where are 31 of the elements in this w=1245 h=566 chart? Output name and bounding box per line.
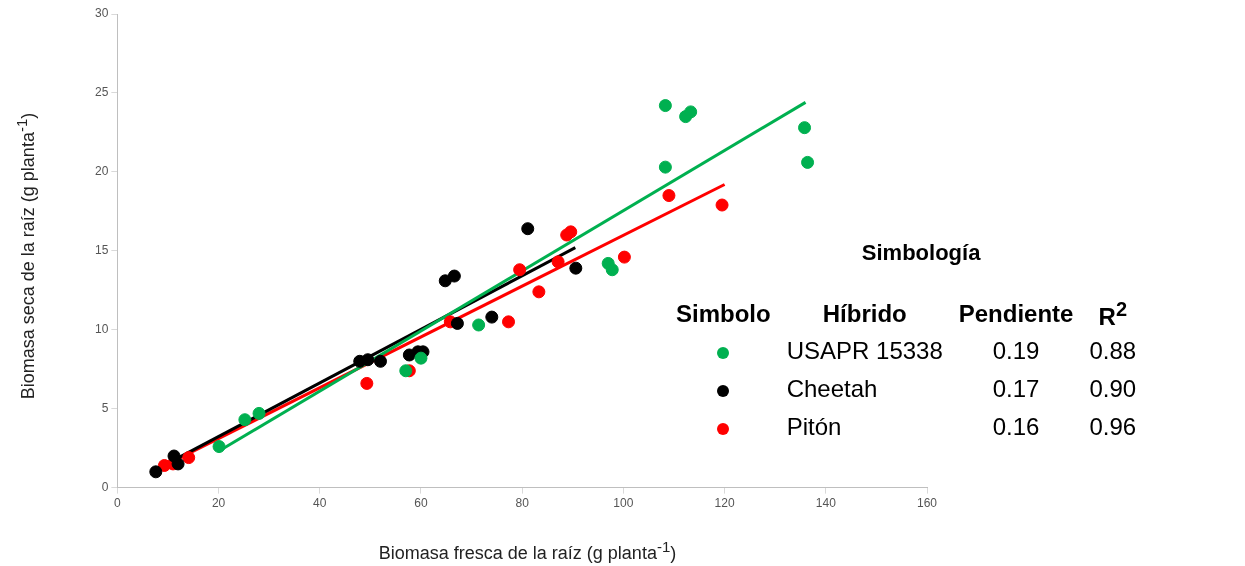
- text: 0.96: [1088, 412, 1138, 442]
- y-tick-label: 30: [94, 6, 109, 21]
- text: 0.90: [1088, 374, 1138, 404]
- y-tick-label: 25: [94, 85, 109, 100]
- y-tick-label: 0: [101, 479, 109, 494]
- text: 0.19: [991, 336, 1041, 366]
- y-tick-label: 10: [94, 322, 109, 337]
- x-tick-label: 0: [114, 496, 121, 511]
- annotation: Simbología: [860, 240, 982, 266]
- legend-label: Pitón: [785, 412, 843, 442]
- x-tick-label: 160: [916, 496, 938, 511]
- legend-label: USAPR 15338: [785, 336, 944, 366]
- annotation: Simbolo: [675, 299, 772, 329]
- x-tick-label: 120: [714, 496, 735, 511]
- x-tick-label: 80: [515, 496, 530, 511]
- y-tick-label: 15: [94, 243, 109, 258]
- x-tick-label: 20: [211, 496, 226, 511]
- text: 0.88: [1088, 336, 1138, 366]
- legend-label: Cheetah: [785, 374, 879, 404]
- x-tick-label: 100: [613, 496, 634, 511]
- text: 0.17: [991, 374, 1041, 404]
- x-tick-label: 60: [414, 496, 428, 511]
- x-axis-title: Biomasa fresca de la raíz (g planta$^{-1}$): [377, 538, 678, 564]
- x-tick-label: 140: [815, 496, 837, 511]
- annotation: Híbrido: [821, 299, 908, 329]
- y-tick-label: 5: [101, 400, 109, 415]
- y-tick-label: 20: [94, 164, 109, 179]
- text: R$^{2}$: [1097, 296, 1129, 332]
- text: 0.16: [991, 412, 1041, 442]
- text: Pendiente: [957, 299, 1075, 329]
- x-tick-label: 40: [313, 496, 327, 511]
